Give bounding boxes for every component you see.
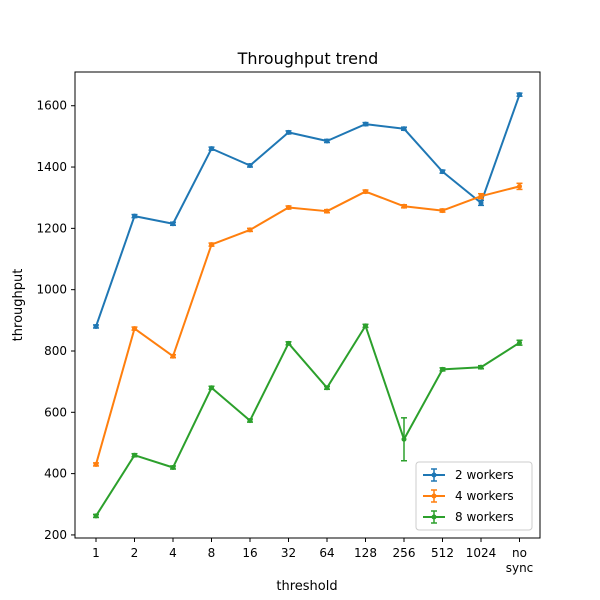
data-point [93, 513, 99, 519]
legend-marker [431, 472, 437, 478]
x-tick-label: 1024 [466, 546, 497, 560]
data-point [478, 200, 484, 206]
legend: 2 workers 4 workers 8 workers [415, 461, 533, 531]
data-point [132, 326, 137, 332]
x-tick-label: 32 [281, 546, 296, 560]
data-point [401, 203, 407, 209]
data-point [209, 385, 214, 391]
data-point [170, 464, 176, 470]
y-tick-label: 1000 [36, 283, 67, 297]
y-axis-label: throughput [11, 269, 26, 342]
legend-item: 8 workers [423, 510, 514, 524]
data-point [132, 452, 137, 458]
series-2 [93, 182, 523, 467]
y-tick-label: 1200 [36, 221, 67, 235]
data-point [401, 126, 407, 132]
series-1 [93, 92, 523, 329]
legend-box [415, 461, 533, 531]
legend-label: 8 workers [455, 510, 514, 524]
data-point [324, 385, 330, 391]
data-point [93, 323, 99, 329]
series-line [95, 94, 521, 327]
data-point [440, 366, 445, 372]
data-point [170, 221, 176, 227]
data-point [286, 340, 291, 346]
data-point [363, 121, 368, 127]
series-line [95, 185, 520, 465]
data-point [170, 353, 176, 359]
legend-item: 2 workers [423, 468, 514, 482]
legend-item: 4 workers [423, 489, 514, 503]
data-point [478, 193, 484, 199]
data-point [401, 436, 407, 442]
legend-marker [431, 493, 437, 499]
data-point [247, 418, 253, 424]
data-point [478, 364, 484, 370]
legend-marker [431, 514, 437, 520]
data-point [440, 169, 445, 175]
data-point [286, 129, 291, 135]
chart-title: Throughput trend [237, 49, 379, 68]
legend-label: 4 workers [455, 489, 514, 503]
data-point [93, 461, 99, 467]
data-point [517, 340, 522, 346]
x-axis: 1 2 4 8 16 32 64 128 256 512 1024 no sync [92, 538, 533, 575]
data-point [209, 242, 214, 248]
y-axis: 200 400 600 800 1000 1200 1400 1600 [36, 99, 75, 542]
series-3 [93, 323, 523, 519]
data-point [247, 163, 253, 169]
data-point [209, 146, 214, 152]
series-line [95, 324, 521, 517]
plot-area [93, 92, 523, 519]
y-tick-label: 1600 [36, 99, 67, 113]
x-tick-label: 1 [92, 546, 100, 560]
y-tick-label: 200 [44, 528, 67, 542]
data-point [517, 183, 522, 189]
y-tick-label: 400 [44, 467, 67, 481]
x-tick-label: 512 [431, 546, 454, 560]
legend-label: 2 workers [455, 468, 514, 482]
y-tick-label: 800 [44, 344, 67, 358]
data-point [286, 205, 291, 211]
data-point [363, 189, 368, 195]
data-point [132, 213, 137, 219]
x-axis-label: threshold [276, 579, 337, 594]
data-point [517, 92, 522, 98]
x-tick-label: 128 [354, 546, 377, 560]
x-tick-label: 16 [242, 546, 257, 560]
x-tick-label: 2 [131, 546, 139, 560]
x-tick-label: 256 [393, 546, 416, 560]
x-tick-label: 64 [319, 546, 334, 560]
data-point [324, 208, 330, 214]
x-tick-label: 8 [208, 546, 216, 560]
data-point [247, 227, 253, 233]
plot-frame [74, 71, 541, 539]
y-tick-label: 1400 [36, 160, 67, 174]
y-tick-label: 600 [44, 405, 67, 419]
data-point [440, 208, 445, 214]
data-point [363, 323, 368, 329]
x-tick-label: 4 [169, 546, 177, 560]
x-tick-label: no sync [506, 546, 534, 575]
data-point [324, 138, 330, 144]
